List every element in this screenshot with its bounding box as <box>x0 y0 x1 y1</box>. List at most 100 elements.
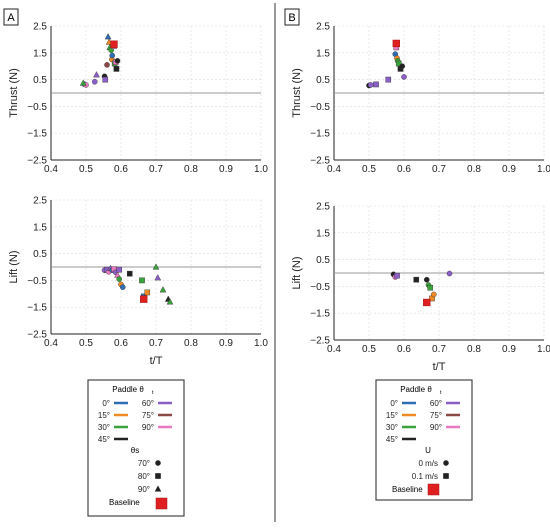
y-tick-label: 2.5 <box>316 202 330 213</box>
x-tick-label: 0.7 <box>432 344 446 355</box>
y-tick-label: 2.5 <box>33 196 47 207</box>
legend-b-title-subscript: t <box>440 390 442 396</box>
legend-a-marker-entries: 70° 80° 90° <box>138 459 162 494</box>
y-tick-label: −1.5 <box>310 309 330 320</box>
legend-paddle-label: 45° <box>386 435 398 444</box>
baseline-point <box>392 39 400 48</box>
data-point <box>154 274 162 281</box>
data-point <box>139 277 145 284</box>
data-point <box>399 63 406 69</box>
data-point <box>427 284 434 291</box>
y-tick-label: 1.5 <box>316 228 330 239</box>
y-tick-label: 0.5 <box>316 75 330 86</box>
data-point <box>119 284 126 290</box>
legend-paddle-label: 90° <box>430 423 442 432</box>
x-tick-label: 0.6 <box>114 164 128 175</box>
y-tick-label: −0.5 <box>27 276 47 287</box>
data-point <box>401 74 407 80</box>
x-axis-label: t/T <box>150 355 163 367</box>
legend-marker-label: 0 m/s <box>418 459 438 468</box>
data-point <box>159 286 167 293</box>
x-tick-label: 0.4 <box>44 338 58 349</box>
y-tick-label: −1.5 <box>310 129 330 140</box>
legend-b-frame <box>375 379 473 501</box>
x-tick-label: 0.6 <box>397 344 411 355</box>
y-tick-label: 0.5 <box>33 249 47 260</box>
legend-b-marker-title: U <box>425 446 431 455</box>
x-tick-label: 0.5 <box>79 338 93 349</box>
legend-paddle-label: 45° <box>98 435 110 444</box>
data-point <box>116 266 123 273</box>
data-point <box>114 58 121 64</box>
legend-marker-symbol <box>443 460 449 466</box>
chart-a-thrust: 0.4 0.5 0.6 0.7 0.8 0.9 1.0 −2.5 −1.5 −0.5 0.5 1.5 2… <box>8 22 268 176</box>
y-axis-label: Thrust (N) <box>291 68 303 118</box>
x-tick-label: 1.0 <box>537 164 550 175</box>
x-tick-label: 0.8 <box>467 164 481 175</box>
x-tick-label: 1.0 <box>254 164 268 175</box>
x-tick-label: 0.7 <box>149 338 163 349</box>
data-point <box>79 79 87 86</box>
x-tick-label: 0.9 <box>219 164 233 175</box>
y-tick-label: −0.5 <box>310 102 330 113</box>
y-tick-label: −0.5 <box>310 282 330 293</box>
legend-marker-label: 0.1 m/s <box>412 472 438 481</box>
legend-b-paddle-entries: 0° 60° 15° 75° 30° 90° 45° <box>386 399 460 444</box>
data-point <box>126 270 133 277</box>
data-point <box>91 78 98 85</box>
chart-b-thrust: 0.4 0.5 0.6 0.7 0.8 0.9 1.0 −2.5 −1.5 −0.5 0.5 1.5 2… <box>291 22 550 176</box>
x-tick-label: 0.4 <box>327 344 341 355</box>
legend-a-marker-title: θs <box>131 446 139 455</box>
legend-paddle-label: 0° <box>390 399 398 408</box>
legend-a-baseline-label: Baseline <box>109 498 140 507</box>
data-point <box>373 81 379 88</box>
legend-b: Paddle θ t 0° 60°15° 75°30° 90°45° U 0 m/s0… <box>375 379 473 501</box>
legend-paddle-label: 30° <box>386 423 398 432</box>
legend-paddle-label: 90° <box>142 423 154 432</box>
legend-marker-symbol <box>155 460 161 466</box>
data-point <box>93 71 100 78</box>
chart-b-lift: 0.4 0.5 0.6 0.7 0.8 0.9 1.0 −2.5 −1.5 −0.5 0.5 1.5 2… <box>291 202 550 374</box>
y-tick-label: −2.5 <box>27 330 47 341</box>
legend-b-baseline-label: Baseline <box>392 485 423 494</box>
legend-paddle-label: 15° <box>386 411 398 420</box>
data-point <box>446 270 453 277</box>
panel-a-letter: A <box>7 12 15 24</box>
x-tick-label: 0.7 <box>432 164 446 175</box>
data-point <box>394 272 400 279</box>
legend-marker-label: 90° <box>138 485 150 494</box>
legend-paddle-label: 30° <box>98 423 110 432</box>
y-tick-label: −2.5 <box>310 336 330 347</box>
legend-a: Paddle θ t 0° 60° 15° 75° 30° 90° 45° θs 70° 80… <box>87 379 185 517</box>
panel-b-letter: B <box>288 12 295 24</box>
y-tick-label: −1.5 <box>27 129 47 140</box>
data-point <box>104 62 110 68</box>
y-tick-label: 1.5 <box>33 222 47 233</box>
data-point <box>385 76 392 83</box>
data-point <box>423 276 430 283</box>
y-tick-label: 0.5 <box>33 75 47 86</box>
data-point <box>144 289 151 296</box>
data-point <box>102 76 109 83</box>
x-tick-label: 0.6 <box>114 338 128 349</box>
x-tick-label: 0.5 <box>79 164 93 175</box>
legend-b-baseline-swatch <box>427 483 440 496</box>
y-axis-label: Lift (N) <box>291 257 303 290</box>
panel-a-letter-box <box>3 8 19 26</box>
data-point <box>413 276 420 283</box>
x-tick-label: 0.9 <box>219 338 233 349</box>
y-axis-label: Thrust (N) <box>8 68 20 118</box>
legend-paddle-label: 0° <box>102 399 110 408</box>
panel-b-letter-box <box>284 8 300 26</box>
x-tick-label: 1.0 <box>254 338 268 349</box>
x-tick-label: 0.5 <box>362 164 376 175</box>
data-point <box>367 82 374 88</box>
x-tick-label: 0.9 <box>502 344 516 355</box>
x-tick-label: 1.0 <box>537 344 550 355</box>
y-tick-label: −2.5 <box>310 156 330 167</box>
x-tick-label: 0.5 <box>362 344 376 355</box>
legend-marker-label: 70° <box>138 459 150 468</box>
chart-a-lift: 0.4 0.5 0.6 0.7 0.8 0.9 1.0 −2.5 −1.5 −0.5 0.5 1.5 2… <box>8 196 268 368</box>
